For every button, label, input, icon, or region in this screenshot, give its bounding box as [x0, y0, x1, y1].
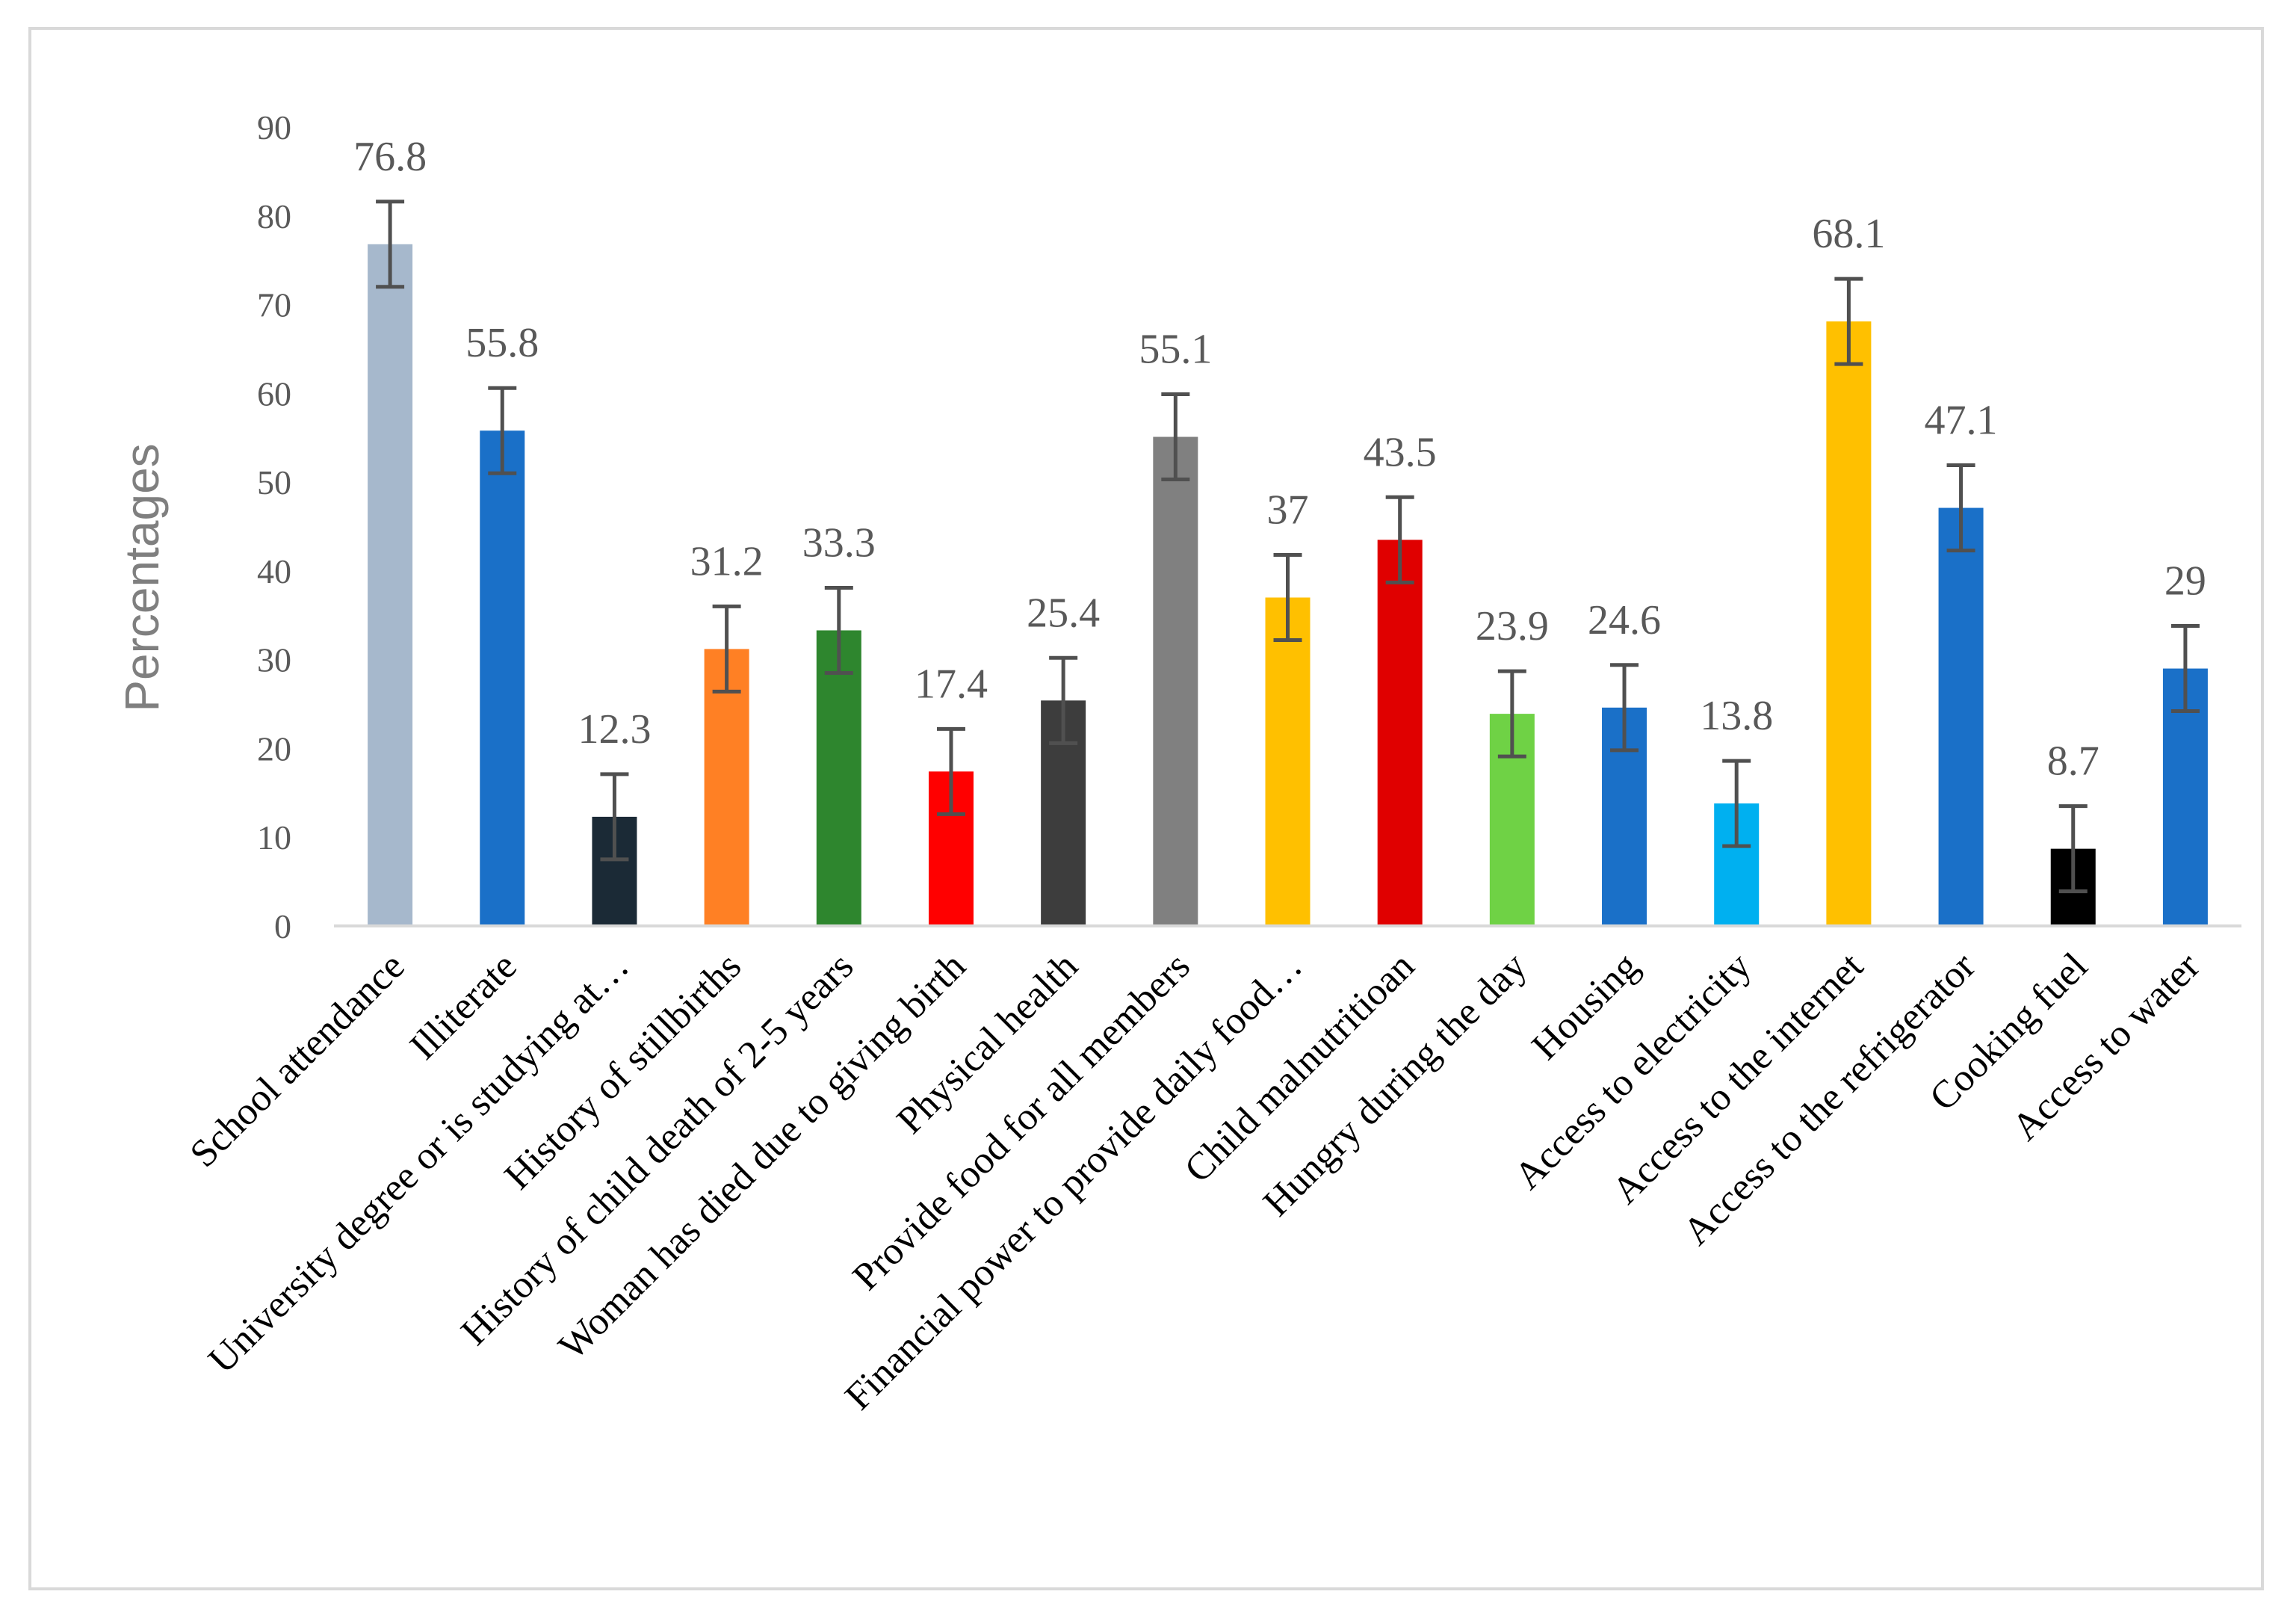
bar	[816, 630, 861, 926]
error-bars	[376, 200, 2200, 894]
data-label: 12.3	[578, 706, 651, 753]
bar	[1265, 597, 1311, 926]
bar	[1153, 436, 1198, 926]
data-label: 76.8	[353, 134, 427, 180]
y-tick-label: 40	[257, 552, 291, 590]
bar	[1938, 507, 1984, 926]
bars	[368, 244, 2208, 927]
data-label: 17.4	[915, 661, 988, 707]
x-category-label: Woman has died due to giving birth	[551, 945, 974, 1368]
y-axis-ticks: 0 10 20 30 40 50 60 70 80 90	[257, 108, 291, 945]
y-axis-title: Percentages	[115, 443, 169, 711]
bar	[1377, 540, 1423, 926]
data-label: 68.1	[1812, 211, 1885, 257]
bar	[704, 649, 749, 926]
data-label: 37	[1267, 487, 1309, 534]
data-label: 8.7	[2047, 738, 2099, 785]
y-tick-label: 80	[257, 197, 291, 235]
y-tick-label: 30	[257, 641, 291, 679]
data-label: 25.4	[1027, 590, 1100, 636]
data-label: 24.6	[1588, 597, 1661, 643]
y-tick-label: 60	[257, 374, 291, 413]
x-category-label: School attendance	[182, 945, 413, 1176]
bar	[1826, 321, 1872, 927]
data-label: 33.3	[802, 519, 876, 566]
data-label: 29	[2165, 558, 2206, 605]
y-tick-label: 70	[257, 286, 291, 324]
bar	[480, 430, 525, 926]
data-label: 55.1	[1139, 327, 1212, 373]
y-tick-label: 90	[257, 108, 291, 146]
data-label: 31.2	[690, 538, 764, 584]
data-label: 55.8	[465, 320, 539, 366]
y-tick-label: 10	[257, 818, 291, 856]
y-tick-label: 0	[274, 907, 291, 945]
data-label: 13.8	[1700, 693, 1773, 739]
data-label: 47.1	[1925, 398, 1998, 444]
y-tick-label: 20	[257, 729, 291, 768]
data-label: 23.9	[1476, 603, 1549, 649]
data-labels: 76.8 55.8 12.3 31.2 33.3 17.4 25.4 55.1 37 43.5 23…	[353, 134, 2206, 785]
y-tick-label: 50	[257, 463, 291, 501]
data-label: 43.5	[1364, 429, 1437, 475]
bar	[368, 244, 413, 927]
